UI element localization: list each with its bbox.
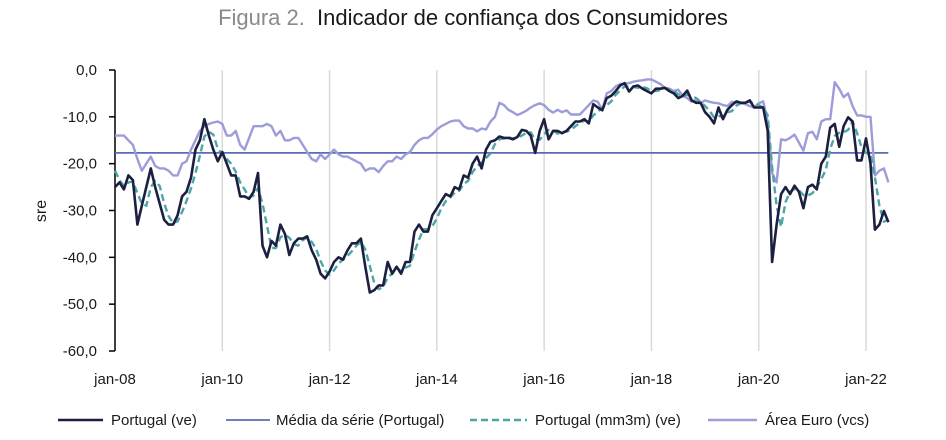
- legend-item-euro-area: Área Euro (vcs): [708, 412, 869, 429]
- y-tick-label: -40,0: [63, 249, 97, 266]
- title-text: Indicador de confiança dos Consumidores: [317, 5, 728, 30]
- series-lines: [113, 78, 890, 294]
- legend-label: Área Euro (vcs): [765, 412, 869, 429]
- x-tick-label: jan-22: [844, 371, 887, 388]
- y-tick-label: -60,0: [63, 343, 97, 360]
- title-prefix: Figura 2.: [218, 5, 305, 30]
- legend-item-portugal: Portugal (ve): [58, 412, 197, 429]
- legend-item-mean: Média da série (Portugal): [226, 412, 444, 429]
- series-portugal-mm3m-line: [113, 85, 889, 291]
- legend: Portugal (ve) Média da série (Portugal) Po…: [58, 412, 869, 429]
- series-portugal-line: [114, 81, 890, 294]
- x-tick-label: jan-18: [630, 371, 673, 388]
- y-tick-label: 0,0: [76, 62, 97, 79]
- x-tick-label: jan-16: [522, 371, 565, 388]
- y-tick-label: -30,0: [63, 203, 97, 220]
- x-tick-label: jan-20: [737, 371, 780, 388]
- legend-label: Média da série (Portugal): [276, 412, 444, 429]
- chart-title: Figura 2. Indicador de confiança dos Con…: [218, 5, 728, 30]
- x-axis: jan-08 jan-10 jan-12 jan-14 jan-16 jan-18 jan-…: [93, 371, 887, 388]
- x-tick-label: jan-14: [415, 371, 458, 388]
- x-tick-label: jan-10: [200, 371, 243, 388]
- legend-label: Portugal (ve): [111, 412, 197, 429]
- y-axis: 0,0 -10,0 -20,0 -30,0 -40,0 -50,0 -60,0: [63, 62, 116, 360]
- x-tick-label: jan-08: [93, 371, 136, 388]
- y-axis-label: sre: [33, 200, 50, 222]
- series-euro-area-line: [115, 78, 890, 184]
- legend-label: Portugal (mm3m) (ve): [535, 412, 681, 429]
- y-tick-label: -50,0: [63, 296, 97, 313]
- y-tick-label: -10,0: [63, 109, 97, 126]
- legend-item-portugal-mm3m: Portugal (mm3m) (ve): [470, 412, 681, 429]
- x-tick-label: jan-12: [308, 371, 351, 388]
- y-tick-label: -20,0: [63, 156, 97, 173]
